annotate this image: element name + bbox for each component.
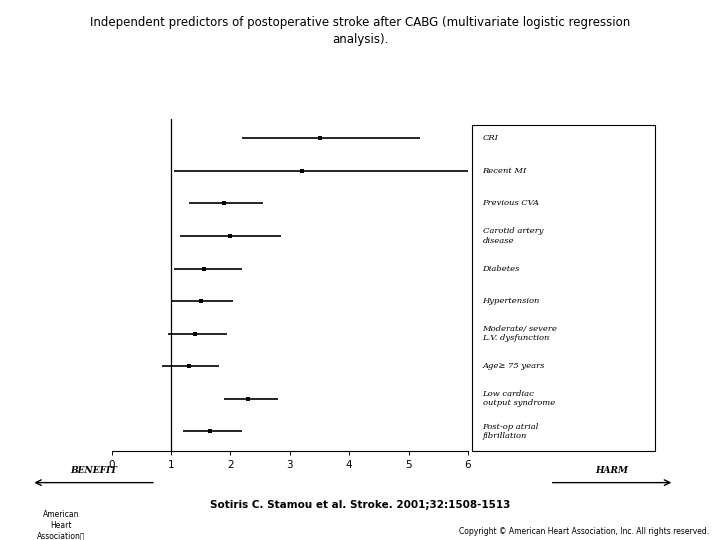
Text: Carotid artery
disease: Carotid artery disease (482, 227, 543, 245)
Text: BENEFIT: BENEFIT (70, 465, 117, 475)
Text: Moderate/ severe
L.V. dysfunction: Moderate/ severe L.V. dysfunction (482, 325, 557, 342)
Text: HARM: HARM (595, 465, 629, 475)
Text: Sotiris C. Stamou et al. Stroke. 2001;32:1508-1513: Sotiris C. Stamou et al. Stroke. 2001;32… (210, 500, 510, 510)
Text: CRI: CRI (482, 134, 498, 143)
Text: Age≥ 75 years: Age≥ 75 years (482, 362, 545, 370)
Text: Recent MI: Recent MI (482, 167, 527, 175)
Text: Copyright © American Heart Association, Inc. All rights reserved.: Copyright © American Heart Association, … (459, 526, 709, 536)
Text: Hypertension: Hypertension (482, 297, 540, 305)
Text: Low cardiac
output syndrome: Low cardiac output syndrome (482, 390, 555, 407)
Text: Post-op atrial
fibrillation: Post-op atrial fibrillation (482, 423, 539, 440)
Text: Independent predictors of postoperative stroke after CABG (multivariate logistic: Independent predictors of postoperative … (90, 16, 630, 46)
Text: American
Heart
Association⸻: American Heart Association⸻ (37, 510, 86, 540)
Text: Previous CVA: Previous CVA (482, 199, 539, 207)
Text: Diabetes: Diabetes (482, 265, 520, 273)
